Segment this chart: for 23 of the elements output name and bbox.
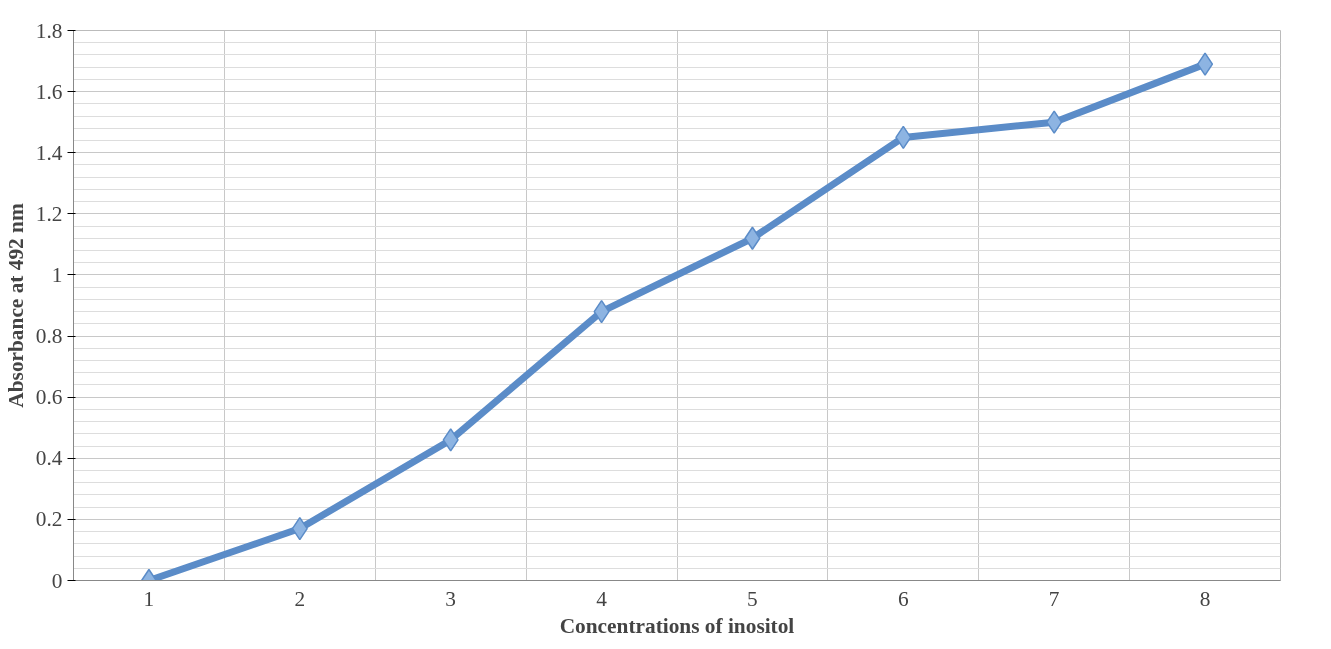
y-tick-label: 1.8 [35, 18, 63, 43]
y-tick-label: 1 [51, 262, 63, 287]
x-tick-label: 7 [1048, 586, 1060, 611]
x-tick-label: 8 [1199, 586, 1211, 611]
point [1196, 52, 1214, 76]
point [442, 428, 459, 452]
y-tick-label: 0.6 [35, 385, 63, 410]
y-tick-label: 0.8 [35, 324, 63, 349]
y-tick-label: 0.4 [35, 446, 63, 471]
y-tick-label: 1.4 [35, 140, 63, 165]
x-tick-label: 5 [747, 586, 758, 611]
y-tick-label: 0.2 [35, 507, 63, 532]
point [1046, 110, 1063, 134]
x-tick-label: 4 [596, 586, 608, 611]
x-axis-title: Concentrations of inositol [559, 613, 795, 638]
x-tick-label: 1 [143, 586, 155, 611]
y-tick-label: 1.6 [35, 79, 63, 104]
y-tick-label: 1.2 [35, 201, 63, 226]
x-tick-label: 3 [445, 586, 457, 611]
y-axis-title: Absorbance at 492 nm [3, 203, 28, 408]
y-tick-label: 0 [51, 568, 63, 593]
x-tick-label: 6 [897, 586, 909, 611]
x-tick-label: 2 [294, 586, 306, 611]
